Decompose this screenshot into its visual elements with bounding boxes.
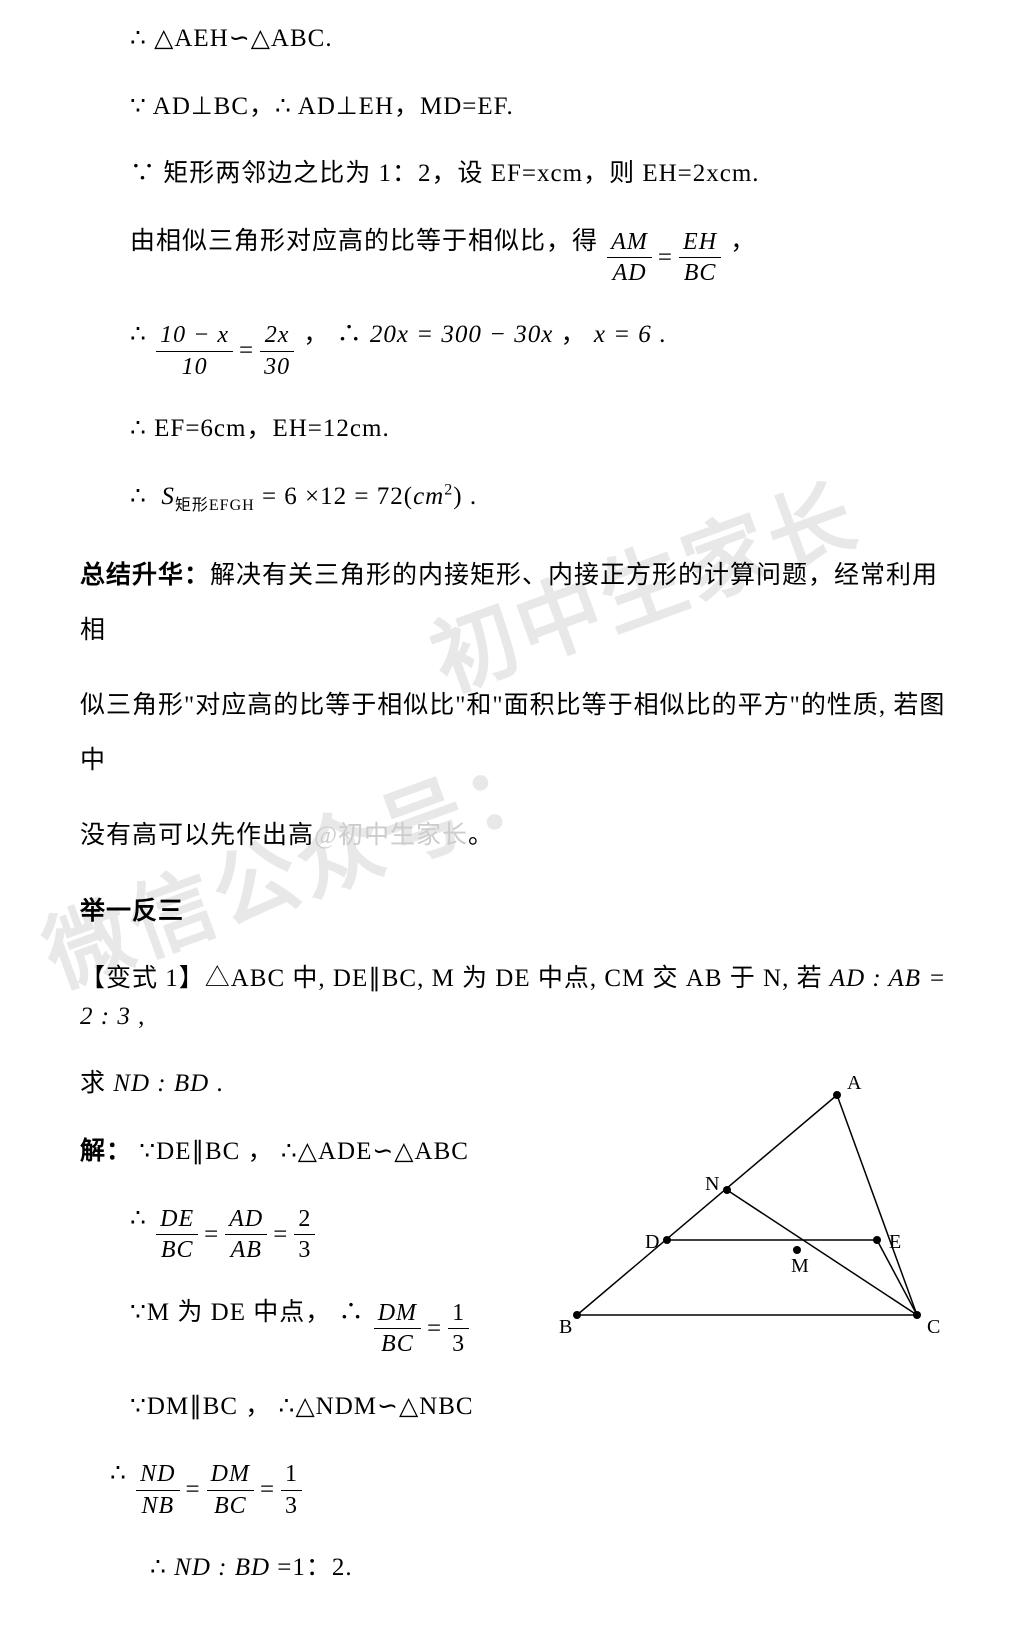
text: ∵DE∥BC ， ∴△ADE∽△ABC (139, 1138, 469, 1165)
fraction-eq-1: AMAD = EHBC (605, 229, 723, 287)
num: 10 − x (156, 322, 233, 351)
num: ND (136, 1461, 179, 1490)
summary-label: 总结升华： (80, 561, 210, 589)
therefore: ∴ (130, 321, 147, 348)
text: ∵M 为 DE 中点， ∴ (130, 1299, 364, 1326)
den: BC (679, 258, 721, 286)
solution-line-4: ∵DM∥BC ， ∴△NDM∽△NBC (80, 1388, 947, 1426)
text: 没有高可以先作出高 (80, 822, 314, 849)
section-header: 举一反三 (80, 893, 947, 931)
solution-line-1: 解： ∵DE∥BC ， ∴△ADE∽△ABC (80, 1133, 947, 1171)
den: BC (156, 1235, 198, 1263)
fraction-eq-2: 10 − x10 = 2x30 (154, 322, 296, 380)
subscript: 矩形EFGH (175, 497, 255, 514)
ratio: ND : BD (174, 1554, 270, 1581)
comma: ， (561, 321, 587, 348)
text: 求 (80, 1070, 106, 1097)
den: AB (225, 1235, 267, 1263)
den: BC (207, 1491, 254, 1519)
S: S (161, 483, 175, 510)
proof-line-3: ∵ 矩形两邻边之比为 1：2，设 EF=xcm，则 EH=2xcm. (80, 155, 947, 193)
paren: ) (453, 483, 462, 510)
result: =1：2. (277, 1554, 352, 1581)
den: NB (136, 1491, 179, 1519)
solution-line-2: ∴ DEBC = ADAB = 23 (80, 1200, 947, 1264)
solution-line-6: ∴ ND : BD =1：2. (80, 1549, 947, 1587)
den: 3 (448, 1329, 469, 1357)
den: 3 (294, 1235, 315, 1263)
therefore: ∴ (110, 1460, 127, 1487)
den: AD (607, 258, 652, 286)
period: 。 (468, 822, 494, 849)
proof-line-7: ∴ S矩形EFGH = 6 ×12 = 72(cm2) . (80, 478, 947, 518)
num: EH (679, 229, 721, 258)
equation: 20x = 300 − 30x (370, 321, 553, 348)
fraction-eq-5: NDNB = DMBC = 13 (134, 1461, 304, 1519)
num: AD (225, 1206, 267, 1235)
period: . (216, 1070, 223, 1097)
superscript: 2 (444, 481, 453, 498)
num: DM (207, 1461, 254, 1490)
fraction-eq-3: DEBC = ADAB = 23 (154, 1206, 317, 1264)
proof-line-5: ∴ 10 − x10 = 2x30 ， ∴ 20x = 300 − 30x ， … (80, 316, 947, 380)
proof-line-4: 由相似三角形对应高的比等于相似比，得 AMAD = EHBC ， (80, 223, 947, 287)
proof-line-6: ∴ EF=6cm，EH=12cm. (80, 410, 947, 448)
num: DM (374, 1300, 421, 1329)
comma: ， (730, 228, 756, 255)
den: 10 (156, 352, 233, 380)
proof-line-1: ∴ △AEH∽△ABC. (80, 20, 947, 58)
equation: = 6 ×12 = 72( (262, 483, 413, 510)
therefore: ∴ (130, 1205, 147, 1232)
den: BC (374, 1329, 421, 1357)
num: AM (607, 229, 652, 258)
variant-1-line-2: 求 ND : BD . (80, 1065, 947, 1103)
watermark-inline: @初中生家长 (314, 822, 468, 849)
therefore: ∴ (150, 1554, 167, 1581)
variant-1-line-1: 【变式 1】△ABC 中, DE∥BC, M 为 DE 中点, CM 交 AB … (80, 960, 947, 1035)
num: 2 (294, 1206, 315, 1235)
therefore: ∴ (130, 483, 147, 510)
den: 30 (260, 352, 294, 380)
ratio: ND : BD (113, 1070, 209, 1097)
num: DE (156, 1206, 198, 1235)
solution-line-3: ∵M 为 DE 中点， ∴ DMBC = 13 (80, 1294, 947, 1358)
period: . (470, 483, 477, 510)
text: 由相似三角形对应高的比等于相似比，得 (130, 228, 598, 255)
unit: cm (413, 483, 444, 510)
summary-paragraph-3: 没有高可以先作出高@初中生家长。 (80, 808, 947, 863)
period: . (659, 321, 666, 348)
num: 1 (448, 1300, 469, 1329)
num: 2x (260, 322, 294, 351)
den: 3 (281, 1491, 302, 1519)
summary-paragraph: 总结升华：解决有关三角形的内接矩形、内接正方形的计算问题，经常利用相 (80, 548, 947, 658)
num: 1 (281, 1461, 302, 1490)
text: ， ∴ (303, 321, 362, 348)
text: 【变式 1】△ABC 中, DE∥BC, M 为 DE 中点, CM 交 AB … (80, 965, 823, 992)
comma: , (138, 1003, 145, 1030)
solution-line-5: ∴ NDNB = DMBC = 13 (80, 1455, 947, 1519)
equation: x = 6 (594, 321, 652, 348)
fraction-eq-4: DMBC = 13 (372, 1300, 471, 1358)
summary-paragraph-2: 似三角形"对应高的比等于相似比"和"面积比等于相似比的平方"的性质, 若图中 (80, 678, 947, 788)
solution-label: 解： (80, 1137, 132, 1165)
proof-line-2: ∵ AD⊥BC，∴ AD⊥EH，MD=EF. (80, 88, 947, 126)
